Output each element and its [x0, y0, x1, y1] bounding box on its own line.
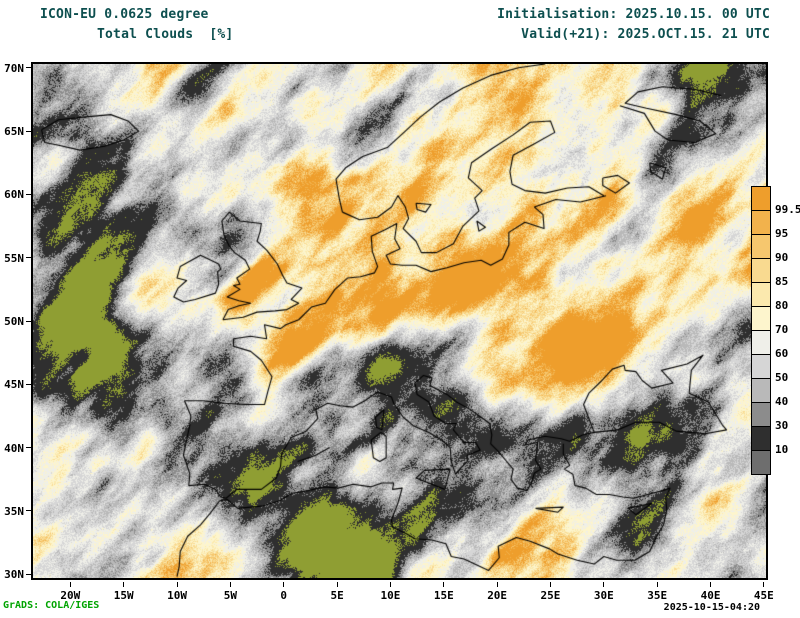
x-axis-tick-label: 0 — [280, 589, 288, 602]
x-axis-tick — [656, 582, 658, 587]
y-axis-tick — [26, 320, 31, 322]
x-axis-tick-label: 25E — [540, 589, 561, 602]
y-axis-tick-label: 45N — [4, 378, 24, 392]
x-axis-tick — [69, 582, 71, 587]
colorbar-segment — [752, 307, 770, 330]
x-axis-tick-label: 45E — [753, 589, 774, 602]
x-axis-tick — [603, 582, 605, 587]
x-axis-tick-label: 35E — [647, 589, 668, 602]
y-axis-tick — [26, 383, 31, 385]
colorbar-segment — [752, 331, 770, 354]
y-axis-tick-label: 70N — [4, 61, 24, 75]
y-axis-tick — [26, 573, 31, 575]
map-canvas — [33, 64, 766, 578]
colorbar-label: 80 — [775, 299, 789, 312]
x-axis-tick — [389, 582, 391, 587]
colorbar — [751, 186, 771, 475]
generation-timestamp-text: 2025-10-15-04:20 — [663, 602, 760, 613]
x-axis-tick — [763, 582, 765, 587]
grads-credit-text: GrADS: COLA/IGES — [3, 600, 100, 611]
colorbar-label: 99.5 — [775, 203, 800, 216]
x-axis-tick — [123, 582, 125, 587]
colorbar-label: 30 — [775, 419, 789, 432]
colorbar-segment — [752, 259, 770, 282]
y-axis-tick-label: 55N — [4, 251, 24, 265]
x-axis-tick-label: 10W — [167, 589, 187, 602]
x-axis-tick — [229, 582, 231, 587]
colorbar-segment — [752, 283, 770, 306]
x-axis-tick — [443, 582, 445, 587]
y-axis-tick-label: 65N — [4, 125, 24, 139]
y-axis-tick-label: 30N — [4, 568, 24, 582]
y-axis-tick-label: 40N — [4, 441, 24, 455]
colorbar-label: 90 — [775, 251, 789, 264]
x-axis-tick — [710, 582, 712, 587]
x-axis-tick-label: 5W — [223, 589, 237, 602]
y-axis-tick — [26, 193, 31, 195]
x-axis-tick-label: 30E — [593, 589, 614, 602]
x-axis-tick — [496, 582, 498, 587]
y-axis-tick — [26, 510, 31, 512]
colorbar-label: 10 — [775, 443, 789, 456]
colorbar-label: 70 — [775, 323, 789, 336]
initialisation-text: Initialisation: 2025.10.15. 00 UTC — [497, 7, 770, 22]
x-axis-tick-label: 15W — [113, 589, 134, 602]
colorbar-segment — [752, 187, 770, 210]
x-axis-tick-label: 40E — [700, 589, 721, 602]
x-axis-tick-label: 20E — [487, 589, 508, 602]
y-axis-tick — [26, 257, 31, 259]
y-axis-tick-label: 35N — [4, 504, 24, 518]
colorbar-segment — [752, 379, 770, 402]
y-axis-tick — [26, 67, 31, 69]
colorbar-segment — [752, 235, 770, 258]
x-axis-tick — [176, 582, 178, 587]
map-frame — [31, 62, 768, 580]
y-axis-tick-label: 60N — [4, 188, 24, 202]
x-axis-tick-label: 5E — [330, 589, 344, 602]
field-title: Total Clouds [%] — [97, 27, 234, 42]
x-axis-tick-label: 10E — [380, 589, 401, 602]
valid-time-text: Valid(+21): 2025.OCT.15. 21 UTC — [521, 27, 770, 42]
colorbar-label: 95 — [775, 227, 789, 240]
colorbar-segment — [752, 403, 770, 426]
x-axis-tick — [336, 582, 338, 587]
colorbar-segment — [752, 355, 770, 378]
colorbar-label: 50 — [775, 371, 789, 384]
colorbar-segment — [752, 211, 770, 234]
y-axis-tick-label: 50N — [4, 315, 24, 328]
y-axis-tick — [26, 130, 31, 132]
colorbar-label: 85 — [775, 275, 789, 288]
colorbar-segment — [752, 427, 770, 450]
x-axis-tick-label: 20W — [60, 589, 81, 602]
x-axis-tick — [283, 582, 285, 587]
colorbar-label: 60 — [775, 347, 789, 360]
y-axis-tick — [26, 447, 31, 449]
model-title: ICON-EU 0.0625 degree — [40, 7, 209, 22]
x-axis-tick — [549, 582, 551, 587]
colorbar-segment — [752, 451, 770, 474]
x-axis-tick-label: 15E — [433, 589, 454, 602]
colorbar-label: 40 — [775, 395, 789, 408]
